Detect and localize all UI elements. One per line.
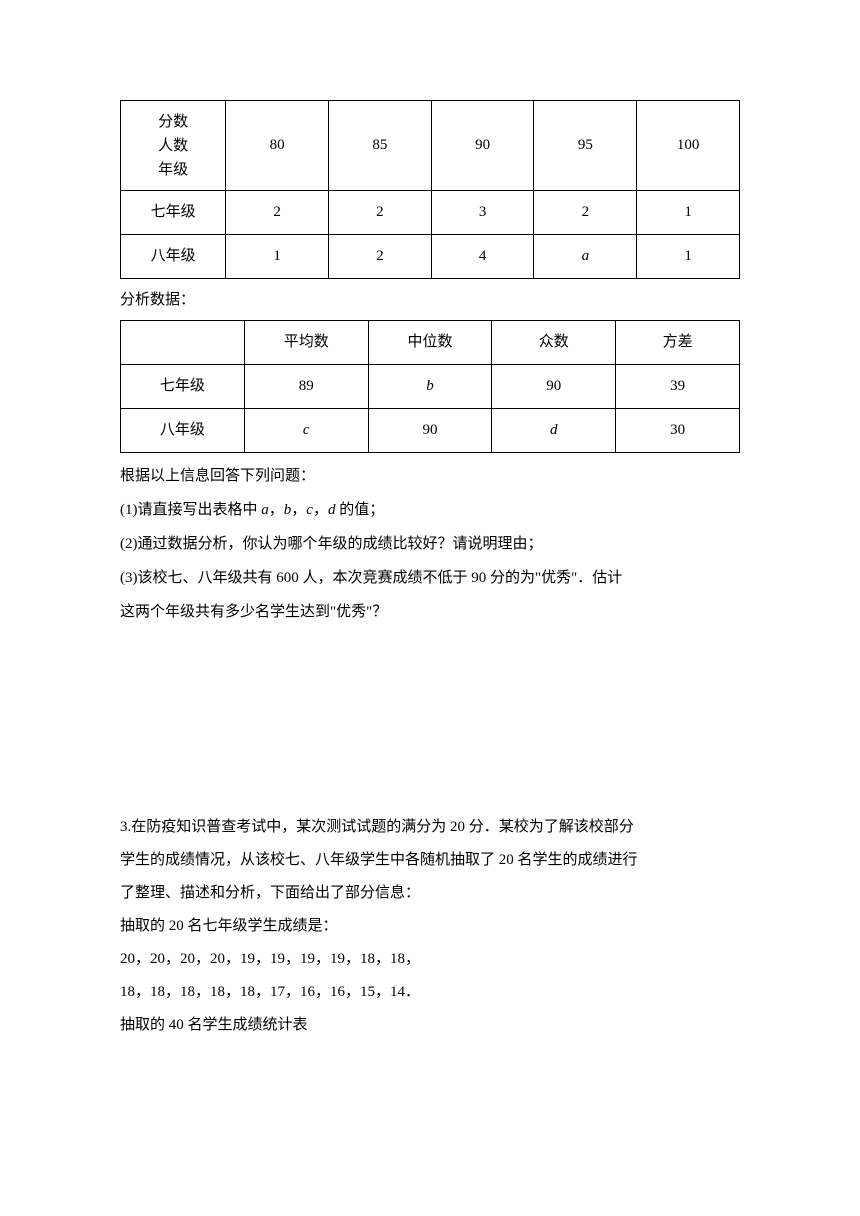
cell: 2	[328, 191, 431, 235]
table-row: 八年级 c 90 d 30	[121, 409, 740, 453]
problem-3-line2: 学生的成绩情况，从该校七、八年级学生中各随机抽取了 20 名学生的成绩进行	[120, 844, 740, 877]
cell-variable-d: d	[492, 409, 616, 453]
problem-3-line1: 3.在防疫知识普查考试中，某次测试试题的满分为 20 分．某校为了解该校部分	[120, 811, 740, 844]
table-row: 分数 人数 年级 80 85 90 95 100	[121, 101, 740, 191]
question-3-line2: 这两个年级共有多少名学生达到"优秀"？	[120, 597, 740, 627]
score-col-90: 90	[431, 101, 534, 191]
problem-3-line5: 20，20，20，20，19，19，19，19，18，18，	[120, 943, 740, 976]
cell: 89	[244, 365, 368, 409]
question-intro: 根据以上信息回答下列问题：	[120, 461, 740, 491]
cell: 1	[637, 191, 740, 235]
problem-3-line7: 抽取的 40 名学生成绩统计表	[120, 1009, 740, 1042]
cell: 39	[616, 365, 740, 409]
question-3-line1: (3)该校七、八年级共有 600 人，本次竞赛成绩不低于 90 分的为"优秀"．…	[120, 563, 740, 593]
table-row: 七年级 89 b 90 39	[121, 365, 740, 409]
header-line-1: 分数	[125, 110, 221, 134]
grade-label: 七年级	[121, 191, 226, 235]
table-row: 七年级 2 2 3 2 1	[121, 191, 740, 235]
stat-median-header: 中位数	[368, 321, 492, 365]
cell: 3	[431, 191, 534, 235]
grade-label: 七年级	[121, 365, 245, 409]
grade-label: 八年级	[121, 235, 226, 279]
table-row: 平均数 中位数 众数 方差	[121, 321, 740, 365]
analysis-label: 分析数据：	[120, 287, 740, 314]
score-frequency-table: 分数 人数 年级 80 85 90 95 100 七年级 2 2 3 2 1 八…	[120, 100, 740, 279]
cell-variable-a: a	[534, 235, 637, 279]
score-col-85: 85	[328, 101, 431, 191]
question-1: (1)请直接写出表格中 a，b，c，d 的值；	[120, 495, 740, 525]
problem-3-line4: 抽取的 20 名七年级学生成绩是：	[120, 910, 740, 943]
statistics-table: 平均数 中位数 众数 方差 七年级 89 b 90 39 八年级 c 90 d …	[120, 320, 740, 453]
spacer	[120, 631, 740, 811]
blank-header	[121, 321, 245, 365]
header-line-3: 年级	[125, 158, 221, 182]
score-col-80: 80	[226, 101, 329, 191]
problem-3-line3: 了整理、描述和分析，下面给出了部分信息：	[120, 877, 740, 910]
cell-variable-c: c	[244, 409, 368, 453]
cell: 1	[226, 235, 329, 279]
score-col-100: 100	[637, 101, 740, 191]
table-row: 八年级 1 2 4 a 1	[121, 235, 740, 279]
cell: 1	[637, 235, 740, 279]
cell: 2	[328, 235, 431, 279]
score-col-95: 95	[534, 101, 637, 191]
cell: 30	[616, 409, 740, 453]
cell: 90	[368, 409, 492, 453]
cell: 4	[431, 235, 534, 279]
stat-mode-header: 众数	[492, 321, 616, 365]
header-label-cell: 分数 人数 年级	[121, 101, 226, 191]
stat-variance-header: 方差	[616, 321, 740, 365]
cell: 2	[534, 191, 637, 235]
cell-variable-b: b	[368, 365, 492, 409]
stat-mean-header: 平均数	[244, 321, 368, 365]
header-line-2: 人数	[125, 134, 221, 158]
grade-label: 八年级	[121, 409, 245, 453]
cell: 90	[492, 365, 616, 409]
question-2: (2)通过数据分析，你认为哪个年级的成绩比较好？请说明理由；	[120, 529, 740, 559]
cell: 2	[226, 191, 329, 235]
problem-3-line6: 18，18，18，18，18，17，16，16，15，14．	[120, 976, 740, 1009]
